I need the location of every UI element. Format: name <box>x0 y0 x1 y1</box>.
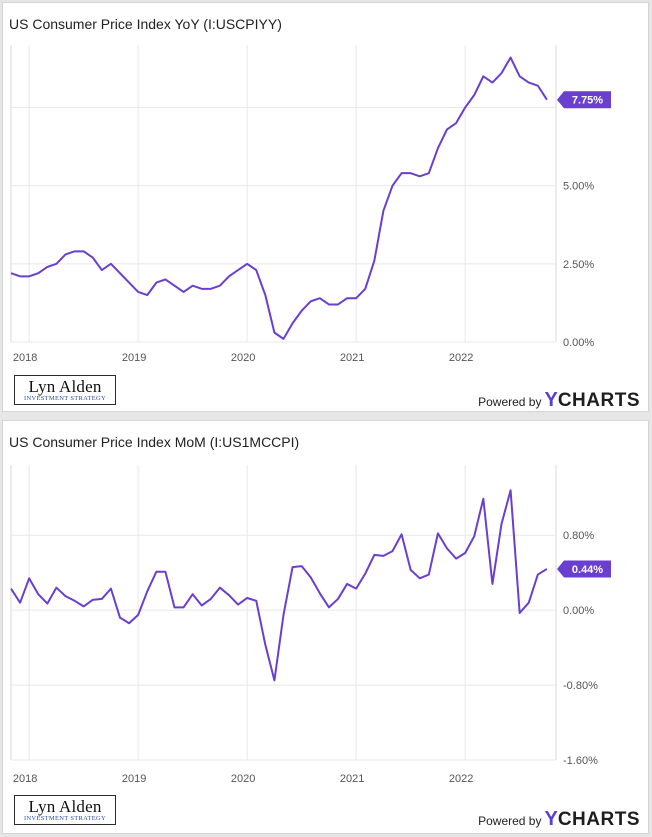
y-tick-label: 2.50% <box>563 259 594 271</box>
x-tick-label: 2021 <box>340 773 364 785</box>
chart-title: US Consumer Price Index YoY (I:USCPIYY) <box>9 16 282 32</box>
x-tick-label: 2022 <box>449 352 473 364</box>
y-tick-label: 0.80% <box>563 530 594 542</box>
chart-panel-yoy: US Consumer Price Index YoY (I:USCPIYY) … <box>2 2 649 412</box>
y-tick-label: -0.80% <box>563 680 598 692</box>
logo-subtitle: INVESTMENT STRATEGY <box>24 815 106 822</box>
series-line <box>10 489 548 682</box>
x-tick-label: 2020 <box>231 352 255 364</box>
chart-yoy: 2018 2019 2020 2021 2022 0.00% 2.50% 5.00% 7.75% <box>10 45 611 364</box>
logo-subtitle: INVESTMENT STRATEGY <box>24 395 106 402</box>
chart-title: US Consumer Price Index MoM (I:US1MCCPI) <box>9 434 300 450</box>
ycharts-logo-y: Y <box>544 808 558 830</box>
powered-by-text: Powered by <box>478 395 542 409</box>
x-tick-label: 2018 <box>13 773 37 785</box>
y-tick-label: -1.60% <box>563 755 598 767</box>
x-tick-label: 2022 <box>449 773 473 785</box>
x-tick-label: 2018 <box>13 352 37 364</box>
x-tick-label: 2021 <box>340 352 364 364</box>
ycharts-logo-text: CHARTS <box>557 809 640 830</box>
lyn-alden-logo: Lyn Alden INVESTMENT STRATEGY <box>14 375 116 405</box>
logo-name: Lyn Alden <box>28 797 102 816</box>
y-tick-label: 0.00% <box>563 605 594 617</box>
y-tick-label: 0.00% <box>563 337 594 349</box>
last-value-label: 7.75% <box>572 95 603 107</box>
x-tick-label: 2019 <box>122 773 146 785</box>
series-line <box>10 56 548 340</box>
last-value-badge <box>557 560 611 578</box>
powered-by-text: Powered by <box>478 814 542 828</box>
ycharts-attribution[interactable]: Powered by Y CHARTS <box>478 389 640 412</box>
ycharts-attribution[interactable]: Powered by Y CHARTS <box>478 808 640 831</box>
last-value-badge <box>557 91 611 109</box>
ycharts-logo-y: Y <box>544 389 558 411</box>
logo-name: Lyn Alden <box>28 377 102 396</box>
chart-panel-mom: US Consumer Price Index MoM (I:US1MCCPI)… <box>2 420 649 834</box>
y-tick-label: 5.00% <box>563 181 594 193</box>
x-tick-label: 2020 <box>231 773 255 785</box>
ycharts-logo-text: CHARTS <box>557 390 640 411</box>
lyn-alden-logo: Lyn Alden INVESTMENT STRATEGY <box>14 795 116 825</box>
chart-mom: 2018 2019 2020 2021 2022 -1.60% -0.80% 0.00% 0.8… <box>10 465 611 785</box>
last-value-label: 0.44% <box>572 564 603 576</box>
x-tick-label: 2019 <box>122 352 146 364</box>
